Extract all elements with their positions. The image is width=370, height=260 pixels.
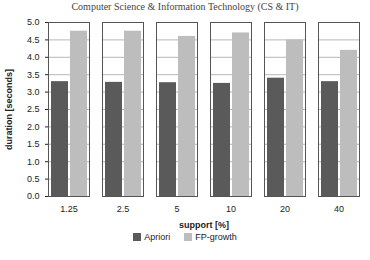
svg-text:20: 20 [280,204,290,214]
html-text:Apriori: Apriori [144,232,171,242]
svg-text:5.0: 5.0 [27,17,40,27]
svg-text:3.5: 3.5 [27,70,40,80]
svg-text:2.0: 2.0 [27,122,40,132]
svg-text:5: 5 [174,204,179,214]
svg-text:3.0: 3.0 [27,87,40,97]
svg-text:1.5: 1.5 [27,139,40,149]
svg-text:40: 40 [334,204,344,214]
svg-text:2.5: 2.5 [27,104,40,114]
svg-text:0.5: 0.5 [27,174,40,184]
svg-text:2.5: 2.5 [117,204,130,214]
svg-text:1.25: 1.25 [60,204,78,214]
svg-text:4.0: 4.0 [27,52,40,62]
svg-text:4.5: 4.5 [27,35,40,45]
svg-text:10: 10 [226,204,236,214]
svg-text:duration [seconds]: duration [seconds] [4,69,14,150]
html-text:Computer Science & Information: Computer Science & Information Technolog… [71,1,299,12]
svg-text:support [%]: support [%] [179,220,229,230]
html-text:FP-growth: FP-growth [195,232,237,242]
svg-text:0.0: 0.0 [27,191,40,201]
svg-text:1.0: 1.0 [27,157,40,167]
